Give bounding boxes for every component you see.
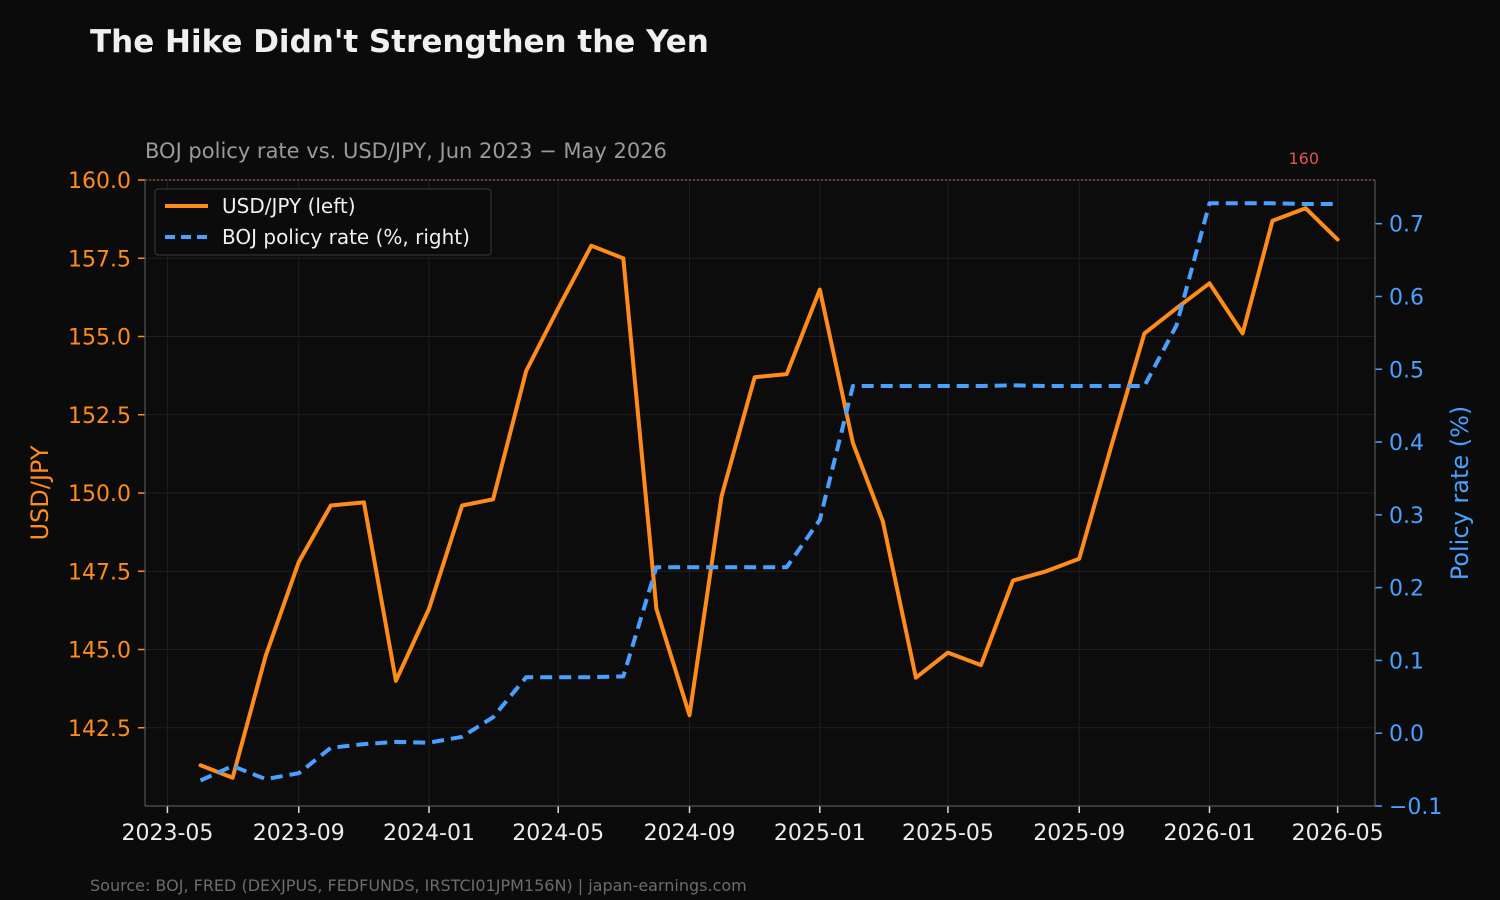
legend-boj-label: BOJ policy rate (%, right) <box>222 225 470 249</box>
y-tick-right-label: 0.4 <box>1389 431 1424 456</box>
y-tick-left-label: 147.5 <box>68 560 131 585</box>
y-tick-right-label: −0.1 <box>1389 795 1442 820</box>
axes-group: 142.5 145.0 147.5 150.0 152.5 155.0 157.5 160.0… <box>68 169 1442 846</box>
x-tick-label: 2025-05 <box>902 821 994 846</box>
x-tick-label: 2026-01 <box>1164 821 1256 846</box>
y-tick-left-label: 145.0 <box>68 639 131 664</box>
y-tick-left-label: 160.0 <box>68 169 131 194</box>
y-tick-left-label: 157.5 <box>68 247 131 272</box>
x-tick-label: 2023-09 <box>253 821 345 846</box>
y-tick-left-label: 150.0 <box>68 482 131 507</box>
legend: USD/JPY (left) BOJ policy rate (%, right… <box>154 188 492 256</box>
y-tick-right-label: 0.5 <box>1389 358 1424 383</box>
legend-box <box>154 188 492 256</box>
y-tick-left-label: 152.5 <box>68 404 131 429</box>
x-tick-label: 2023-05 <box>121 821 213 846</box>
y-tick-left-label: 142.5 <box>68 717 131 742</box>
series-line-usdjpy <box>198 206 1340 780</box>
y-tick-right-label: 0.6 <box>1389 285 1424 310</box>
chart-title: The Hike Didn't Strengthen the Yen <box>90 24 709 60</box>
x-tick-label: 2025-09 <box>1033 821 1125 846</box>
source-note: Source: BOJ, FRED (DEXJPUS, FEDFUNDS, IR… <box>90 876 747 895</box>
y-axis-label-right: Policy rate (%) <box>1446 406 1474 581</box>
chart-subtitle: BOJ policy rate vs. USD/JPY, Jun 2023 − … <box>145 139 667 163</box>
y-tick-left-label: 155.0 <box>68 326 131 351</box>
y-tick-right-label: 0.2 <box>1389 577 1424 602</box>
y-tick-right-label: 0.1 <box>1389 649 1424 674</box>
x-tick-label: 2026-05 <box>1292 821 1384 846</box>
x-tick-label: 2024-09 <box>644 821 736 846</box>
x-tick-label: 2024-01 <box>383 821 475 846</box>
series-group <box>198 201 1340 783</box>
x-tick-label: 2024-05 <box>512 821 604 846</box>
reference-line-label: 160 <box>1288 149 1319 168</box>
y-tick-right-label: 0.7 <box>1389 213 1424 238</box>
y-axis-label-left: USD/JPY <box>26 445 54 540</box>
y-tick-right-label: 0.3 <box>1389 504 1424 529</box>
series-line-boj-rate <box>199 201 1338 783</box>
x-tick-label: 2025-01 <box>774 821 866 846</box>
legend-usdjpy-label: USD/JPY (left) <box>222 194 356 218</box>
reference-line-group: 160 <box>145 149 1375 181</box>
y-tick-right-label: 0.0 <box>1389 722 1424 747</box>
